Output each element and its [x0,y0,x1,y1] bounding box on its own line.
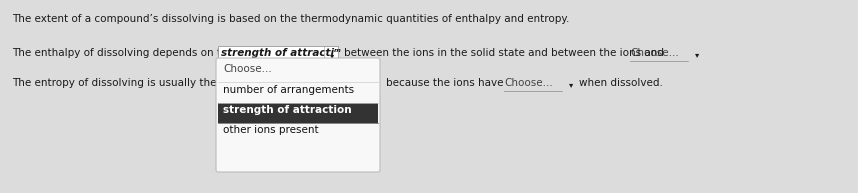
Text: strength of attractiᵐ: strength of attractiᵐ [221,48,341,58]
Text: other ions present: other ions present [223,125,318,135]
Text: number of arrangements: number of arrangements [223,85,354,95]
Text: because the ions have: because the ions have [386,78,504,88]
Text: strength of attraction: strength of attraction [223,105,352,115]
Bar [218,103,378,123]
Text: Choose...: Choose... [504,78,553,88]
Text: when dissolved.: when dissolved. [579,78,663,88]
Text: Choose...: Choose... [630,48,679,58]
Text: The enthalpy of dissolving depends on the: The enthalpy of dissolving depends on th… [12,48,234,58]
Text: ▾: ▾ [569,80,573,90]
FancyBboxPatch shape [216,58,380,172]
Text: The entropy of dissolving is usually thermod: The entropy of dissolving is usually the… [12,78,244,88]
Text: between the ions in the solid state and between the ions and: between the ions in the solid state and … [344,48,664,58]
Text: Choose...: Choose... [223,64,272,74]
Text: ▾: ▾ [329,52,334,60]
Text: The extent of a compound’s dissolving is based on the thermodynamic quantities o: The extent of a compound’s dissolving is… [12,14,570,24]
Bar [218,46,338,64]
Text: ▾: ▾ [695,51,699,59]
